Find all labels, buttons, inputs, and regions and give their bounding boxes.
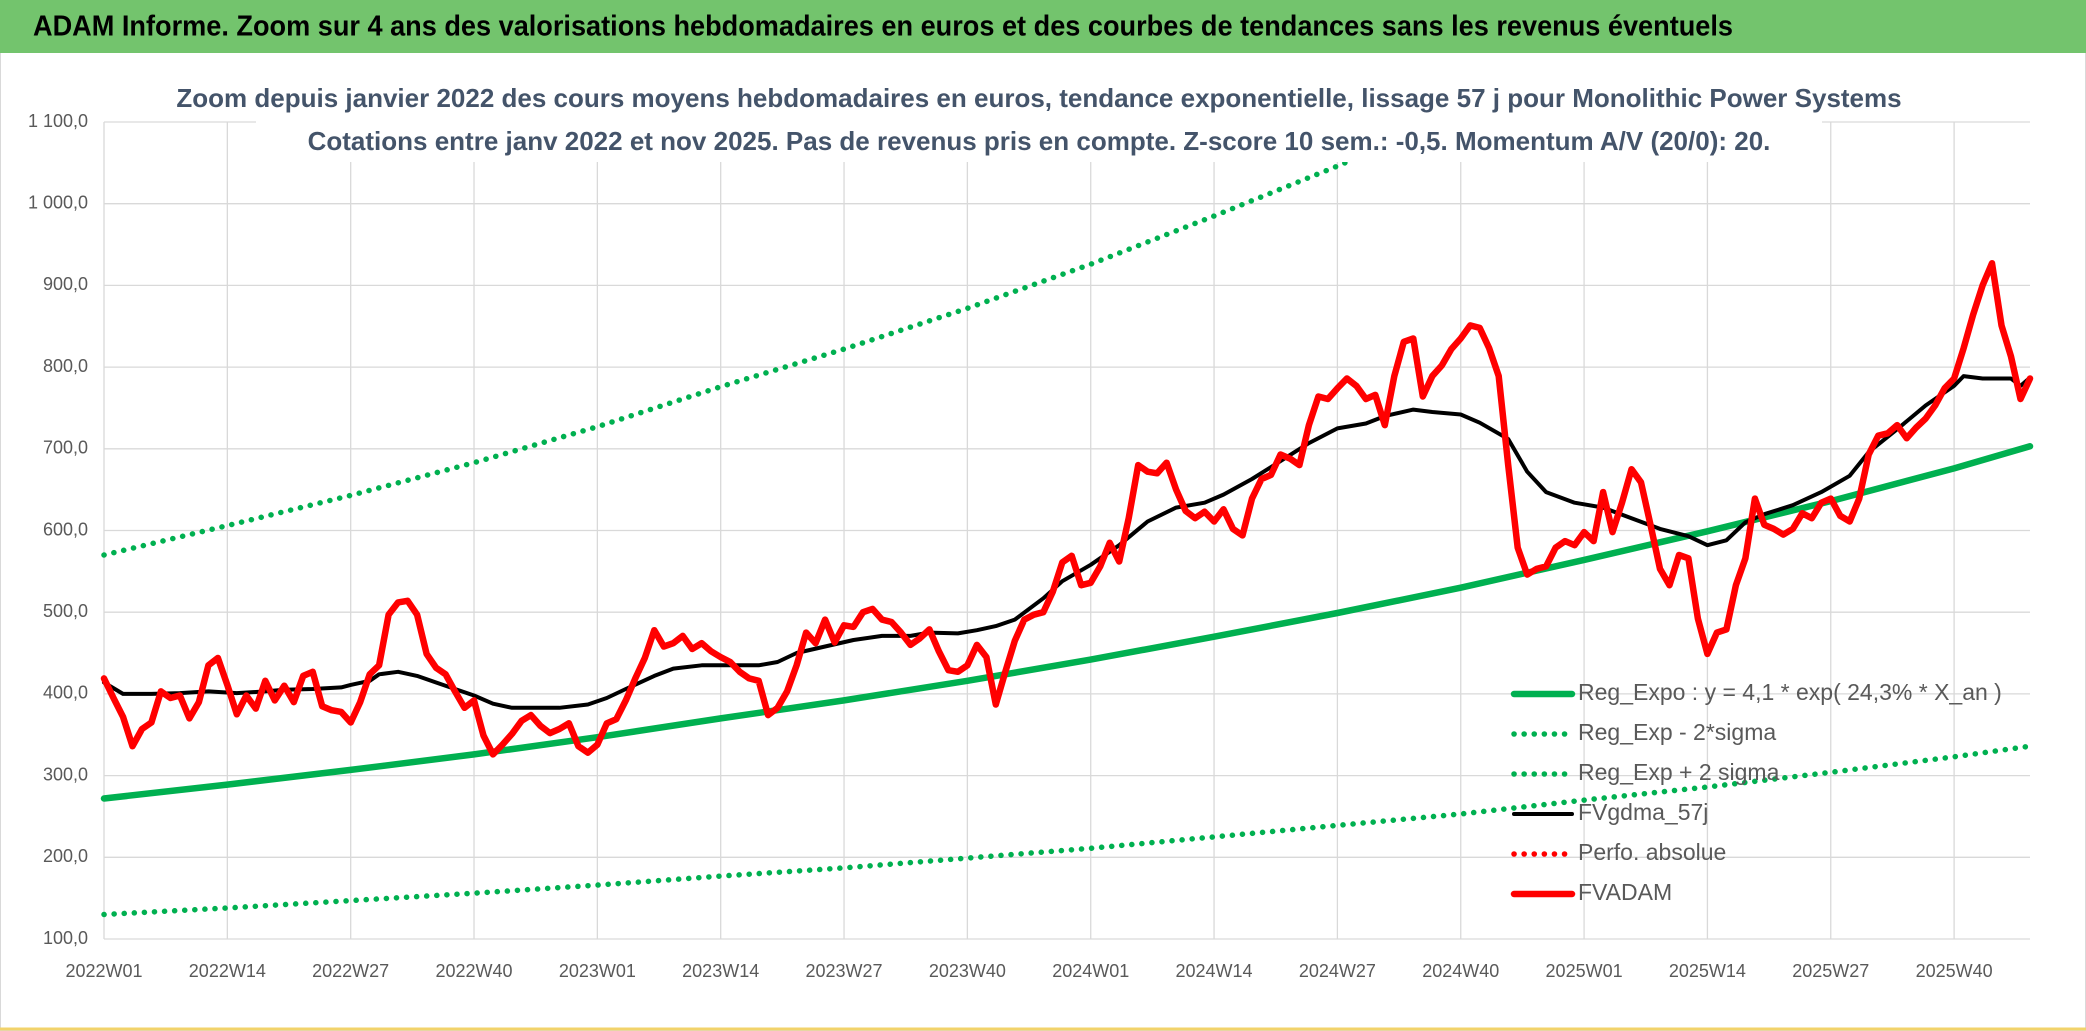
y-tick-label: 700,0 [43,438,88,458]
legend-label: Reg_Exp + 2 sigma [1578,759,1780,785]
series-line [101,116,1461,558]
legend-label: Reg_Expo : y = 4,1 * exp( 24,3% * X_an ) [1578,679,2002,705]
x-tick-label: 2024W01 [1052,961,1129,981]
subtitle: Zoom depuis janvier 2022 des cours moyen… [176,83,1901,113]
x-tick-label: 2025W27 [1792,961,1869,981]
y-tick-label: 300,0 [43,764,88,784]
axes: 100,0 200,0 300,0 400,0 500,0 600,0 700,0 800,0… [28,111,1993,981]
x-tick-label: 2023W14 [682,961,759,981]
x-tick-label: 2024W27 [1299,961,1376,981]
series-line [101,743,2033,918]
x-tick-label: 2025W40 [1916,961,1993,981]
x-tick-label: 2022W40 [435,961,512,981]
series-layer [100,116,2034,918]
y-tick-label: 900,0 [43,274,88,294]
x-tick-label: 2024W14 [1176,961,1253,981]
legend-label: Reg_Exp - 2*sigma [1578,719,1776,745]
y-tick-label: 1 100,0 [28,111,88,131]
series-line [102,374,2032,710]
y-tick-label: 200,0 [43,846,88,866]
legend-label: FVgdma_57j [1578,799,1708,825]
series-line [100,260,2034,758]
x-tick-label: 2025W01 [1546,961,1623,981]
legend-label: Perfo. absolue [1578,839,1726,865]
x-tick-label: 2025W14 [1669,961,1746,981]
x-tick-label: 2022W01 [65,961,142,981]
x-tick-label: 2023W01 [559,961,636,981]
y-tick-label: 500,0 [43,601,88,621]
subtitle: Cotations entre janv 2022 et nov 2025. P… [308,126,1771,156]
y-tick-label: 1 000,0 [28,192,88,212]
x-tick-label: 2024W40 [1422,961,1499,981]
legend: Reg_Expo : y = 4,1 * exp( 24,3% * X_an )… [1510,679,2002,905]
subtitle-box [256,80,1822,162]
title-banner [0,0,2086,53]
y-tick-label: 800,0 [43,356,88,376]
x-tick-label: 2023W27 [806,961,883,981]
y-tick-label: 600,0 [43,519,88,539]
x-tick-label: 2022W14 [189,961,266,981]
chart-title: ADAM Informe. Zoom sur 4 ans des valoris… [33,11,1733,43]
x-tick-label: 2022W27 [312,961,389,981]
x-tick-label: 2023W40 [929,961,1006,981]
legend-label: FVADAM [1578,879,1672,905]
y-tick-label: 100,0 [43,928,88,948]
y-tick-label: 400,0 [43,683,88,703]
